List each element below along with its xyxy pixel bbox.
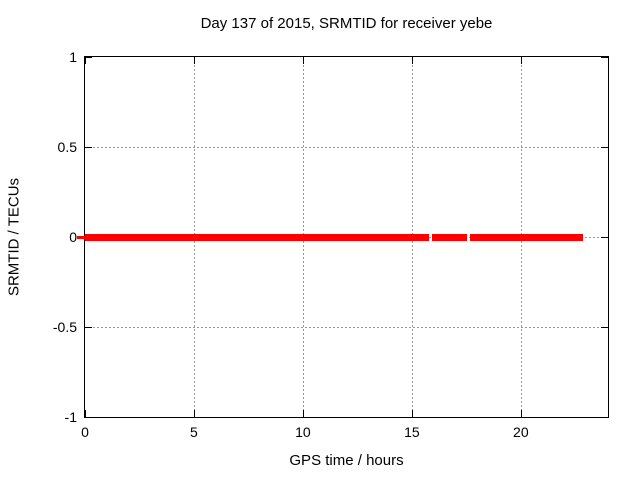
x-tick-bottom-15 [411,410,413,417]
x-tick-label-10: 10 [295,424,311,440]
y-axis-label: SRMTID / TECUs [5,177,23,297]
y-tick-label-0: 0 [69,229,77,245]
y-tick-label-1: 1 [69,49,77,65]
y-tick-right--1 [601,417,608,418]
y-tick-label--1: -1 [64,409,77,425]
data-segment-2 [470,233,584,241]
x-tick-top-10 [302,57,304,64]
x-tick-top-20 [520,57,522,64]
x-tick-top-0 [85,57,86,64]
gridline-y--0.5 [85,327,608,328]
x-tick-label-15: 15 [404,424,420,440]
x-tick-bottom-5 [193,410,195,417]
x-tick-top-15 [411,57,413,64]
x-tick-label-0: 0 [81,424,89,440]
y-tick-right-0.5 [601,147,608,148]
y-tick-right-0 [601,237,608,238]
y-tick-left-0.5 [85,147,92,148]
y-tick-left-1 [85,57,92,58]
x-tick-label-5: 5 [190,424,198,440]
gridline-y-0.5 [85,147,608,148]
y-tick-label-0.5: 0.5 [57,139,77,155]
x-axis-label: GPS time / hours [289,452,404,469]
y-tick-left--0.5 [85,327,92,328]
y-tick-right--0.5 [601,327,608,328]
x-tick-top-5 [193,57,195,64]
chart-title: Day 137 of 2015, SRMTID for receiver yeb… [200,15,493,32]
x-tick-bottom-0 [85,410,86,417]
plot-area: 0 5 10 15 20 -1 -0.5 0 0.5 1 [53,49,609,440]
data-segment-0 [85,233,430,241]
data-segment-1 [431,233,468,241]
x-tick-bottom-20 [520,410,522,417]
x-tick-label-20: 20 [513,424,529,440]
x-tick-bottom-10 [302,410,304,417]
y-tick-left--1 [85,417,92,418]
y-tick-label--0.5: -0.5 [52,319,77,335]
y-tick-right-1 [601,57,608,58]
data-line-left-nub [77,236,85,239]
